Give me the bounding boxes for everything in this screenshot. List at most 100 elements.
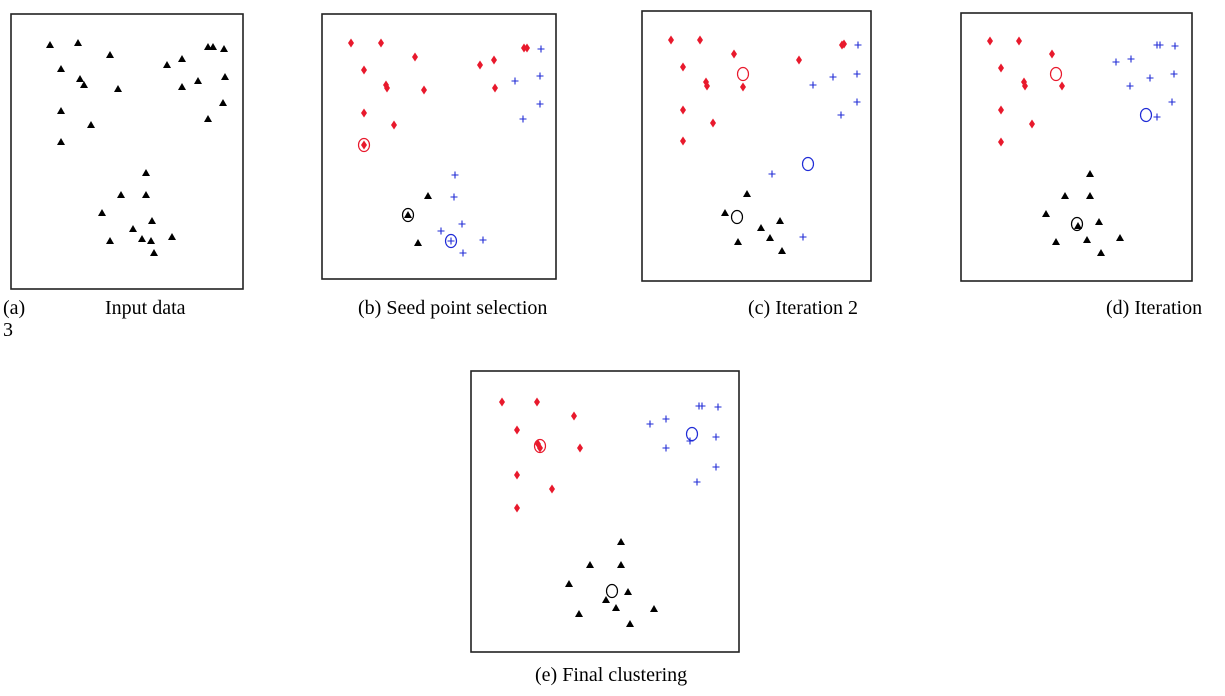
diamond-marker (361, 108, 367, 118)
diamond-marker (361, 65, 367, 75)
triangle-marker (1086, 192, 1094, 199)
plus-marker (450, 193, 458, 201)
panel-frame (641, 10, 872, 282)
diamond-marker (680, 62, 686, 72)
panel-a-input-data (10, 13, 244, 290)
triangle-marker (147, 237, 155, 244)
diamond-marker (841, 39, 847, 49)
centroid-circle (444, 233, 458, 249)
panel-d-plot (960, 12, 1193, 282)
diamond-marker (412, 52, 418, 62)
diamond-marker (740, 82, 746, 92)
plus-marker (853, 70, 861, 78)
triangle-marker (650, 605, 658, 612)
triangle-marker (142, 191, 150, 198)
plus-marker (1127, 55, 1135, 63)
centroid-circle (357, 137, 371, 153)
diamond-marker (697, 35, 703, 45)
plus-marker (712, 433, 720, 441)
plus-marker (437, 227, 445, 235)
triangle-marker (617, 561, 625, 568)
plus-marker (646, 420, 654, 428)
plus-marker (479, 236, 487, 244)
diamond-marker (987, 36, 993, 46)
triangle-marker (106, 51, 114, 58)
triangle-marker (1095, 218, 1103, 225)
diamond-marker (680, 105, 686, 115)
caption-a-text: Input data (105, 297, 186, 319)
plus-marker (853, 98, 861, 106)
triangle-marker (414, 239, 422, 246)
plus-marker (809, 81, 817, 89)
triangle-marker (586, 561, 594, 568)
diamond-marker (361, 140, 367, 150)
diamond-marker (514, 503, 520, 513)
diamond-marker (1016, 36, 1022, 46)
triangle-marker (1086, 170, 1094, 177)
triangle-marker (220, 45, 228, 52)
plus-marker (451, 171, 459, 179)
triangle-marker (1097, 249, 1105, 256)
plus-marker (537, 45, 545, 53)
caption-c: (c) Iteration 2 (748, 297, 858, 319)
triangle-marker (757, 224, 765, 231)
triangle-marker (57, 138, 65, 145)
triangle-marker (221, 73, 229, 80)
diamond-marker (1022, 81, 1028, 91)
triangle-marker (114, 85, 122, 92)
triangle-marker (87, 121, 95, 128)
triangle-marker (204, 115, 212, 122)
triangle-marker (575, 610, 583, 617)
diamond-marker (514, 425, 520, 435)
diamond-marker (577, 443, 583, 453)
plus-marker (1153, 113, 1161, 121)
triangle-marker (76, 75, 84, 82)
plus-marker (712, 463, 720, 471)
triangle-marker (721, 209, 729, 216)
triangle-marker (57, 65, 65, 72)
centroid-circle (730, 209, 744, 225)
triangle-marker (617, 538, 625, 545)
triangle-marker (117, 191, 125, 198)
plus-marker (837, 111, 845, 119)
diamond-marker (514, 470, 520, 480)
triangle-marker (74, 39, 82, 46)
plus-marker (511, 77, 519, 85)
triangle-marker (209, 43, 217, 50)
panel-e-plot (470, 370, 740, 653)
plus-marker (1171, 42, 1179, 50)
plus-marker (1112, 58, 1120, 66)
diamond-marker (492, 83, 498, 93)
triangle-marker (1074, 222, 1082, 229)
triangle-marker (404, 211, 412, 218)
triangle-marker (1116, 234, 1124, 241)
triangle-marker (626, 620, 634, 627)
triangle-marker (80, 81, 88, 88)
plus-marker (1156, 41, 1164, 49)
plus-marker (693, 478, 701, 486)
diamond-marker (998, 137, 1004, 147)
diamond-marker (537, 443, 543, 453)
plus-marker (1170, 70, 1178, 78)
plus-marker (1126, 82, 1134, 90)
diamond-marker (710, 118, 716, 128)
triangle-marker (150, 249, 158, 256)
diamond-marker (524, 43, 530, 53)
plus-marker (1168, 98, 1176, 106)
panel-frame (10, 13, 244, 290)
triangle-marker (624, 588, 632, 595)
panel-d-iteration-3 (960, 12, 1193, 282)
panel-c-plot (641, 10, 872, 282)
triangle-marker (1061, 192, 1069, 199)
plus-marker (768, 170, 776, 178)
plus-marker (447, 237, 455, 245)
triangle-marker (565, 580, 573, 587)
triangle-marker (194, 77, 202, 84)
triangle-marker (46, 41, 54, 48)
centroid-circle (605, 583, 619, 599)
diamond-marker (378, 38, 384, 48)
triangle-marker (1042, 210, 1050, 217)
centroid-circle (533, 438, 547, 454)
panel-frame (470, 370, 740, 653)
diamond-marker (704, 81, 710, 91)
